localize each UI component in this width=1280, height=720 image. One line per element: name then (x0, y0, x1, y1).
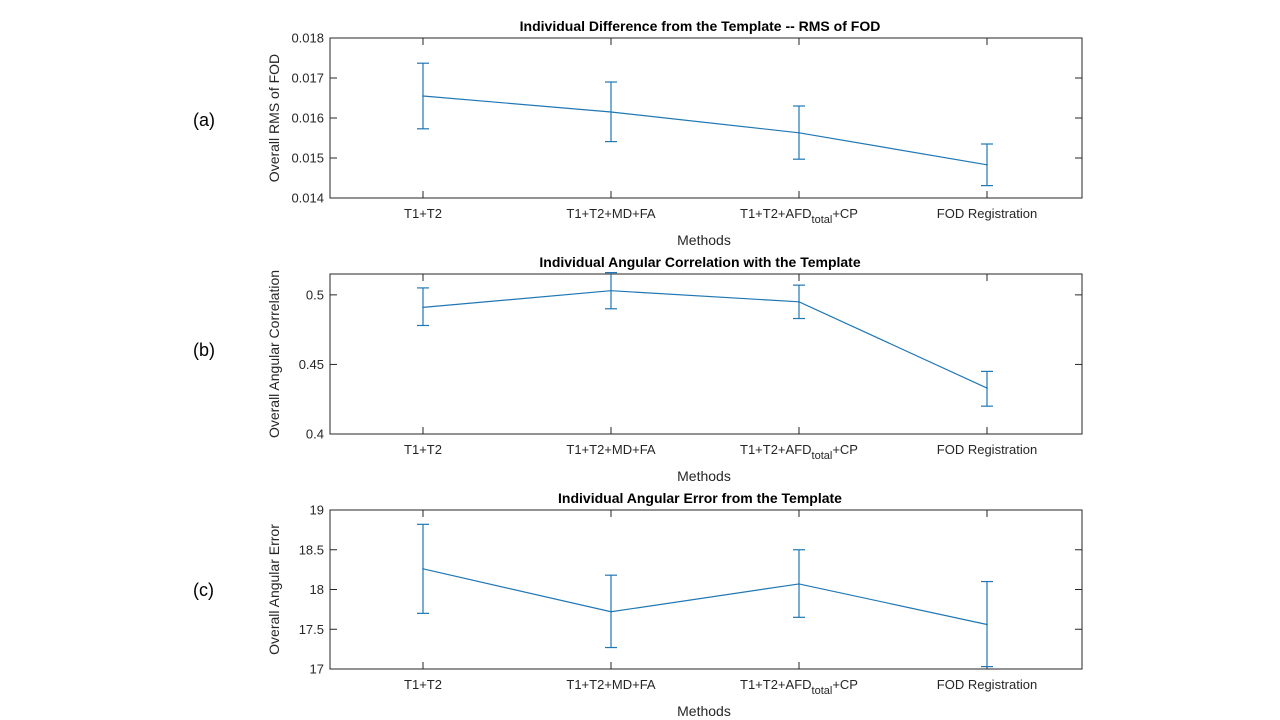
x-tick-label-main: T1+T2+AFD (740, 677, 812, 692)
data-point (422, 568, 424, 570)
x-tick-label-subscript: total (812, 450, 833, 462)
x-tick-label: T1+T2+MD+FA (566, 442, 656, 457)
data-point (422, 95, 424, 97)
data-point (610, 610, 612, 613)
data-point (798, 583, 800, 585)
x-tick-label-suffix: +CP (832, 206, 858, 221)
y-tick-label: 0.015 (291, 151, 324, 166)
x-tick-label-suffix: +CP (832, 442, 858, 457)
y-tick-label: 17.5 (299, 622, 324, 637)
y-tick-label: 0.5 (306, 287, 324, 302)
x-tick-label: T1+T2+AFDtotal+CP (740, 677, 858, 697)
x-tick-label: T1+T2 (404, 677, 442, 692)
chart-title: Individual Angular Correlation with the … (539, 254, 860, 270)
x-tick-label-suffix: +CP (832, 677, 858, 692)
data-point (986, 387, 988, 389)
x-tick-label: T1+T2+AFDtotal+CP (740, 442, 858, 462)
x-tick-label-subscript: total (812, 214, 833, 226)
plot-area-box (329, 273, 1083, 435)
x-tick-label: T1+T2+MD+FA (566, 206, 656, 221)
x-tick-label-main: T1+T2+AFD (740, 206, 812, 221)
data-point (986, 623, 988, 626)
x-axis-label: Methods (677, 468, 731, 484)
x-tick-label: FOD Registration (937, 442, 1037, 457)
y-axis-label: Overall Angular Correlation (266, 270, 282, 438)
series-line (422, 290, 988, 389)
chart-panel-angular-correlation: 0.4 0.45 0.5 T1+T2 T1+T2+MD+FA T1+T2+AFDtotal… (266, 254, 1083, 484)
series-line (422, 568, 988, 626)
x-tick-label: T1+T2+MD+FA (566, 677, 656, 692)
y-tick-label: 19 (310, 503, 324, 518)
y-tick-label: 0.016 (291, 111, 324, 126)
x-tick-label-main: T1+T2+AFD (740, 442, 812, 457)
data-point (798, 301, 800, 303)
plot-area-box (329, 509, 1083, 670)
panel-label-c: (c) (193, 580, 214, 600)
chart-title: Individual Difference from the Template … (520, 18, 881, 34)
chart-title: Individual Angular Error from the Templa… (558, 490, 842, 506)
x-tick-label: FOD Registration (937, 677, 1037, 692)
x-tick-label: T1+T2+AFDtotal+CP (740, 206, 858, 226)
y-tick-label: 18.5 (299, 542, 324, 557)
data-point (422, 306, 424, 309)
chart-panel-rms: 0.014 0.015 0.016 0.017 0.018 T1+T2 T1+T2+MD+F… (266, 18, 1083, 248)
panel-label-a: (a) (193, 110, 215, 130)
x-tick-label-subscript: total (812, 685, 833, 697)
data-point (798, 132, 800, 134)
x-tick-label: T1+T2 (404, 206, 442, 221)
chart-panel-angular-error: 17 17.5 18 18.5 19 T1+T2 T1+T2+MD+FA T1+T2+AFDt… (266, 490, 1083, 719)
data-point (610, 111, 612, 113)
y-tick-label: 17 (310, 662, 324, 677)
x-axis-label: Methods (677, 703, 731, 719)
x-tick-label: T1+T2 (404, 442, 442, 457)
plot-area-box (329, 37, 1083, 199)
series-line (422, 95, 988, 166)
y-tick-label: 18 (310, 582, 324, 597)
data-point (986, 164, 988, 166)
y-tick-label: 0.45 (299, 357, 324, 372)
data-point (610, 289, 612, 292)
y-axis-label: Overall RMS of FOD (266, 54, 282, 182)
x-tick-label: FOD Registration (937, 206, 1037, 221)
x-axis-label: Methods (677, 232, 731, 248)
y-tick-label: 0.4 (306, 427, 324, 442)
panel-label-b: (b) (193, 340, 215, 360)
y-tick-label: 0.014 (291, 191, 324, 206)
y-tick-label: 0.017 (291, 71, 324, 86)
y-tick-label: 0.018 (291, 31, 324, 46)
y-axis-label: Overall Angular Error (266, 524, 282, 655)
